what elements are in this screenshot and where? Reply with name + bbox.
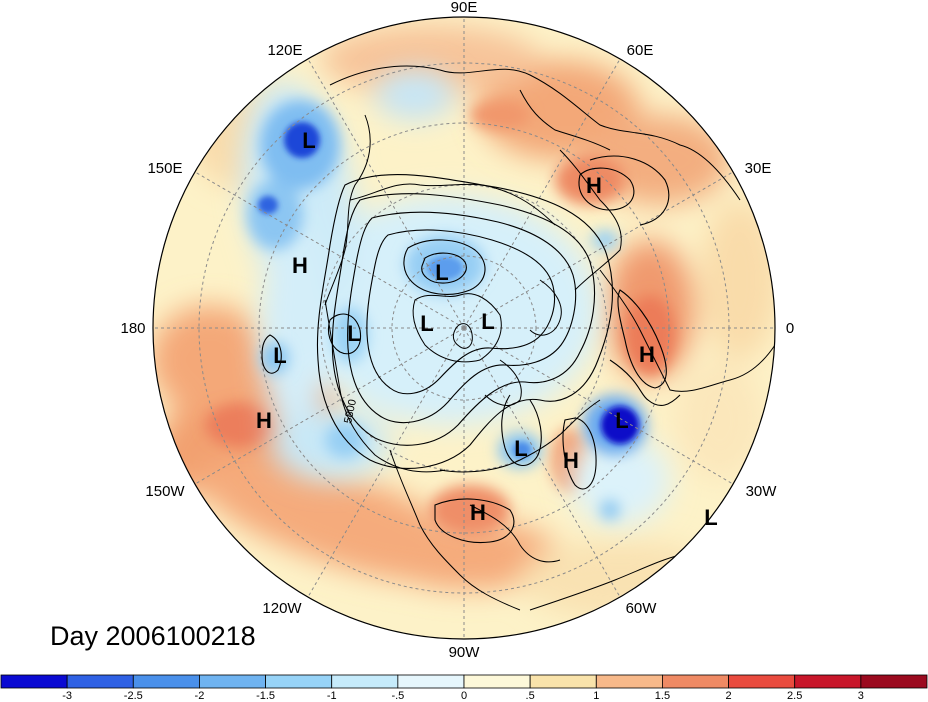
lon-label-30w: 30W — [746, 483, 778, 500]
pressure-center-H: H — [470, 500, 486, 525]
colorbar-label: 3 — [858, 690, 864, 702]
pressure-center-L: L — [704, 505, 717, 530]
colorbar-label: 1.5 — [655, 690, 670, 702]
lon-label-90e: 90E — [451, 0, 478, 16]
lon-label-60e: 60E — [627, 42, 654, 59]
colorbar-label: .5 — [526, 690, 535, 702]
colorbar-swatch — [662, 674, 729, 689]
pressure-center-H: H — [256, 408, 272, 433]
lon-label-30e: 30E — [745, 160, 772, 177]
colorbar-label: -1.5 — [256, 690, 275, 702]
pressure-center-L: L — [302, 128, 315, 153]
colorbar-swatch — [529, 674, 597, 689]
pressure-center-L: L — [420, 311, 433, 336]
colorbar-label: -2 — [195, 690, 205, 702]
lon-label-150e: 150E — [147, 160, 182, 177]
colorbar-label: 0 — [461, 690, 467, 702]
pressure-center-H: H — [563, 448, 579, 473]
pressure-center-H: H — [639, 342, 655, 367]
pressure-centers: L H H L L L L H L H L L H H L — [256, 128, 718, 530]
pressure-center-H: H — [292, 253, 308, 278]
colorbar-label: -3 — [62, 690, 72, 702]
colorbar-swatch — [265, 674, 333, 689]
pressure-center-L: L — [347, 321, 360, 346]
colorbar-label: -1 — [327, 690, 337, 702]
colorbar-label: 1 — [593, 690, 599, 702]
pressure-center-L: L — [435, 260, 448, 285]
graticule — [153, 17, 775, 639]
colorbar: -3 -2.5 -2 -1.5 -1 -.5 0 .5 1 1.5 2 2.5 3 — [0, 674, 928, 702]
colorbar-swatch — [794, 674, 862, 689]
colorbar-swatch — [463, 674, 531, 689]
map-boundary — [152, 16, 776, 640]
lon-label-60w: 60W — [626, 600, 658, 617]
colorbar-swatch — [595, 674, 663, 689]
lon-label-120w: 120W — [262, 600, 302, 617]
lon-label-90w: 90W — [449, 644, 481, 661]
longitude-labels: 90E 60E 30E 0 30W 60W 90W 120W 150W 180 … — [120, 0, 794, 661]
day-label: Day 2006100218 — [50, 621, 256, 651]
lon-label-120e: 120E — [267, 42, 302, 59]
colorbar-swatch — [331, 674, 399, 689]
pressure-center-L: L — [514, 436, 527, 461]
colorbar-label: -2.5 — [124, 690, 143, 702]
colorbar-swatch — [199, 674, 266, 689]
colorbar-swatch — [66, 674, 134, 689]
colorbar-swatch — [0, 674, 68, 689]
contour-label-group: 5800 — [342, 398, 359, 424]
pressure-center-H: H — [586, 173, 602, 198]
colorbar-label: 2.5 — [787, 690, 802, 702]
height-contours — [261, 155, 681, 544]
colorbar-swatch — [397, 674, 465, 689]
colorbar-swatch — [728, 674, 796, 689]
colorbar-swatch — [860, 674, 928, 689]
lon-label-0: 0 — [786, 320, 794, 337]
pressure-center-L: L — [273, 343, 286, 368]
pressure-center-L: L — [615, 408, 628, 433]
lon-label-180: 180 — [120, 320, 145, 337]
colorbar-label: 2 — [726, 690, 732, 702]
colorbar-label: -.5 — [391, 690, 404, 702]
colorbar-swatch — [132, 674, 200, 689]
anomaly-field — [153, 17, 775, 639]
pressure-center-L: L — [481, 309, 494, 334]
colorbar-swatches — [0, 674, 928, 689]
contour-label: 5800 — [342, 398, 359, 424]
colorbar-labels: -3 -2.5 -2 -1.5 -1 -.5 0 .5 1 1.5 2 2.5 3 — [62, 690, 864, 702]
lon-label-150w: 150W — [145, 483, 185, 500]
